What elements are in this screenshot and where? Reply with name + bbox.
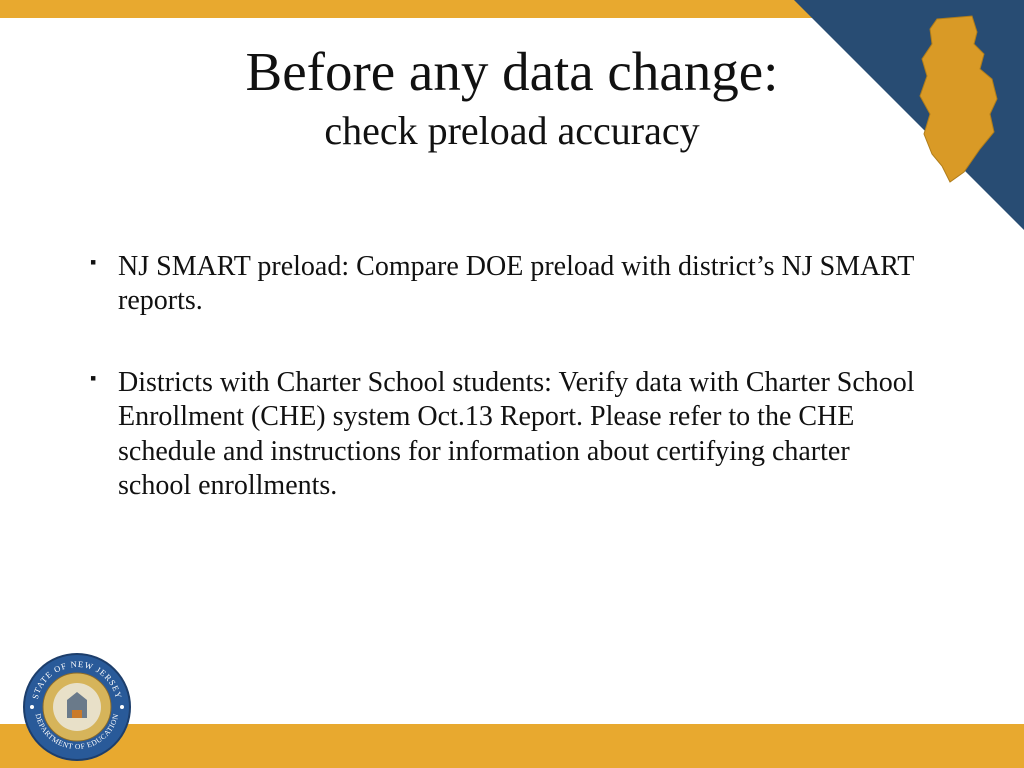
- slide: Before any data change: check preload ac…: [0, 0, 1024, 768]
- bottom-accent-bar: [0, 724, 1024, 768]
- title-main: Before any data change:: [0, 42, 1024, 103]
- title-block: Before any data change: check preload ac…: [0, 42, 1024, 154]
- body-content: NJ SMART preload: Compare DOE preload wi…: [90, 250, 920, 551]
- bullet-list: NJ SMART preload: Compare DOE preload wi…: [90, 250, 920, 503]
- bullet-item: NJ SMART preload: Compare DOE preload wi…: [90, 250, 920, 318]
- bullet-item: Districts with Charter School students: …: [90, 366, 920, 503]
- state-seal-icon: STATE OF NEW JERSEY DEPARTMENT OF EDUCAT…: [22, 652, 132, 762]
- title-sub: check preload accuracy: [0, 107, 1024, 154]
